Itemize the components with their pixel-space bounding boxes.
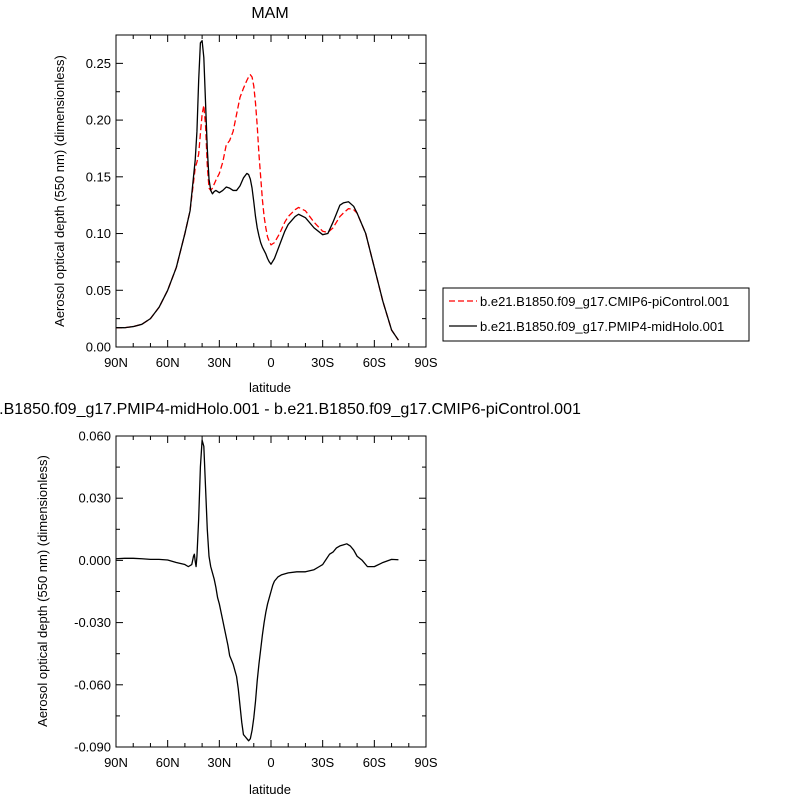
legend-box xyxy=(442,287,750,342)
y-tick-label: 0.000 xyxy=(78,553,111,568)
bottom-panel: b.e21.B1850.f09_g17.PMIP4-midHolo.001 - … xyxy=(0,401,581,797)
x-tick-label: 30N xyxy=(207,355,231,370)
y-tick-label: 0.20 xyxy=(86,113,111,128)
y-tick-label: 0.25 xyxy=(86,56,111,71)
top-chart-title: MAM xyxy=(251,5,288,22)
legend: b.e21.B1850.f09_g17.CMIP6-piControl.001 … xyxy=(442,287,750,342)
y-tick-label: 0.030 xyxy=(78,491,111,506)
legend-label-picontrol: b.e21.B1850.f09_g17.CMIP6-piControl.001 xyxy=(480,294,729,309)
top-y-axis-label: Aerosol optical depth (550 nm) (dimensio… xyxy=(52,55,67,327)
x-tick-label: 30S xyxy=(311,355,334,370)
y-tick-label: 0.060 xyxy=(78,429,111,444)
y-tick-label: 0.15 xyxy=(86,169,111,184)
bottom-y-axis-label: Aerosol optical depth (550 nm) (dimensio… xyxy=(35,455,50,727)
bottom-x-axis-label: latitude xyxy=(249,782,291,797)
y-tick-label: -0.060 xyxy=(74,677,111,692)
x-tick-label: 30S xyxy=(311,755,334,770)
x-tick-label: 90S xyxy=(414,755,437,770)
bottom-y-axis: 0.060 0.030 0.000 -0.030 -0.060 -0.090 xyxy=(74,429,426,755)
bottom-x-axis: 90N 60N 30N 0 30S 60S 90S xyxy=(104,436,438,770)
y-tick-label: 0.05 xyxy=(86,283,111,298)
x-tick-label: 90N xyxy=(104,355,128,370)
y-tick-label: -0.090 xyxy=(74,740,111,755)
x-tick-label: 0 xyxy=(267,355,274,370)
bottom-chart-title: b.e21.B1850.f09_g17.PMIP4-midHolo.001 - … xyxy=(0,401,581,418)
x-tick-label: 30N xyxy=(207,755,231,770)
top-panel: MAM 0.00 0.05 0.10 0.15 0.20 0.25 90N 60N 30N 0 3… xyxy=(52,5,438,395)
top-series-line-0 xyxy=(116,74,399,341)
x-tick-label: 60N xyxy=(156,355,180,370)
x-tick-label: 0 xyxy=(267,755,274,770)
x-tick-label: 90N xyxy=(104,755,128,770)
top-x-axis-label: latitude xyxy=(249,380,291,395)
bottom-series-line-0 xyxy=(115,439,399,742)
x-tick-label: 60S xyxy=(363,755,386,770)
y-tick-label: 0.00 xyxy=(86,340,111,355)
bottom-series-group xyxy=(115,439,399,742)
top-x-axis: 90N 60N 30N 0 30S 60S 90S xyxy=(104,35,438,370)
x-tick-label: 60S xyxy=(363,355,386,370)
legend-label-midholo: b.e21.B1850.f09_g17.PMIP4-midHolo.001 xyxy=(480,319,724,334)
x-tick-label: 90S xyxy=(414,355,437,370)
x-tick-label: 60N xyxy=(156,755,180,770)
top-series-group xyxy=(116,40,399,341)
y-tick-label: -0.030 xyxy=(74,615,111,630)
y-tick-label: 0.10 xyxy=(86,226,111,241)
top-series-line-1 xyxy=(116,40,399,341)
top-y-axis: 0.00 0.05 0.10 0.15 0.20 0.25 xyxy=(86,56,426,355)
